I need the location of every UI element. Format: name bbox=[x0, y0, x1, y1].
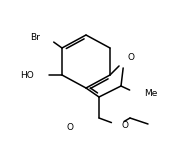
Text: O: O bbox=[67, 123, 74, 131]
Text: Me: Me bbox=[144, 89, 157, 97]
Text: Br: Br bbox=[30, 34, 40, 42]
Text: O: O bbox=[128, 54, 135, 62]
Text: HO: HO bbox=[20, 71, 34, 79]
Text: O: O bbox=[122, 121, 129, 129]
